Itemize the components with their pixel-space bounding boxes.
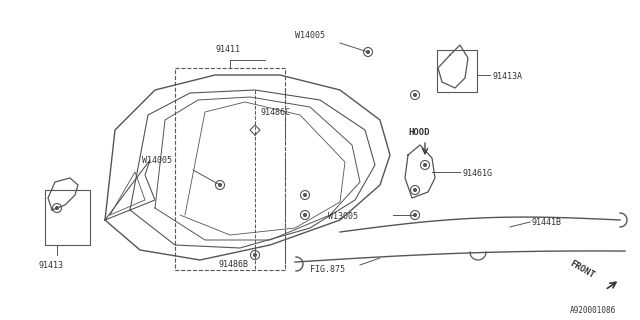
Text: 91413: 91413: [38, 261, 63, 270]
Circle shape: [424, 164, 426, 166]
Circle shape: [367, 51, 369, 53]
Text: 91486C: 91486C: [260, 108, 290, 117]
Text: FIG.875: FIG.875: [310, 265, 345, 274]
Text: 91411: 91411: [215, 45, 240, 54]
Bar: [45, 190, 90, 245]
Text: FRONT: FRONT: [568, 259, 596, 280]
Circle shape: [303, 214, 307, 216]
Circle shape: [413, 214, 417, 216]
Circle shape: [219, 184, 221, 186]
Text: HOOD: HOOD: [408, 128, 429, 137]
Circle shape: [413, 94, 417, 96]
Text: W14005: W14005: [142, 156, 172, 165]
Text: 91486B: 91486B: [218, 260, 248, 269]
Text: W13005: W13005: [328, 212, 358, 221]
Text: 91413A: 91413A: [492, 72, 522, 81]
Circle shape: [413, 189, 417, 191]
Text: W14005: W14005: [295, 31, 325, 40]
Circle shape: [56, 207, 58, 209]
Text: 91441B: 91441B: [532, 218, 562, 227]
Circle shape: [253, 254, 257, 256]
Bar: [437, 50, 477, 92]
Circle shape: [303, 194, 307, 196]
Text: 91461G: 91461G: [462, 169, 492, 178]
Text: A920001086: A920001086: [570, 306, 616, 315]
